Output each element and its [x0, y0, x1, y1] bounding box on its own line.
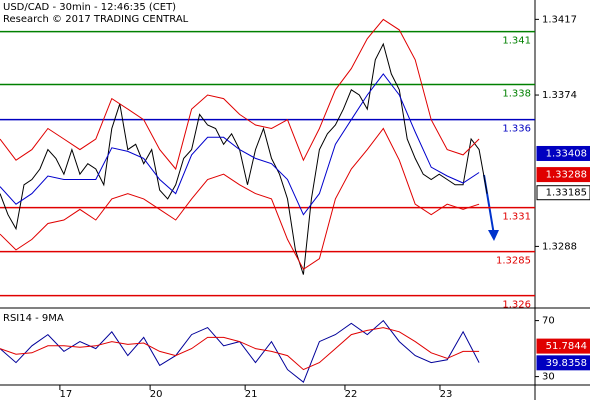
series-line: [0, 127, 480, 271]
price-marker-label: 1.33185: [546, 188, 587, 199]
y-tick-label: 1.3374: [542, 90, 577, 101]
price-marker-label: 51.7844: [546, 341, 587, 352]
price-marker-label: 1.33408: [546, 148, 587, 159]
x-tick-label: 20: [150, 389, 163, 400]
price-marker-label: 1.33288: [546, 170, 587, 181]
y-tick-label: 30: [542, 372, 555, 383]
level-label: 1.336: [502, 124, 531, 135]
y-tick-label: 1.3288: [542, 241, 577, 252]
x-tick-label: 22: [345, 389, 358, 400]
price-marker: [536, 355, 590, 371]
y-tick-label: 70: [542, 316, 555, 327]
panel-title: RSI14 - 9MA: [3, 313, 64, 324]
arrow-head: [488, 230, 499, 241]
level-label: 1.331: [502, 212, 531, 223]
level-label: 1.338: [502, 88, 531, 99]
price-marker: [536, 145, 590, 161]
chart-title: USD/CAD - 30min - 12:46:35 (CET): [3, 2, 176, 13]
level-label: 1.341: [502, 36, 531, 47]
series-line: [0, 42, 488, 275]
x-tick-label: 23: [440, 389, 453, 400]
series-line: [0, 73, 480, 216]
chart-subtitle: Research © 2017 TRADING CENTRAL: [3, 14, 189, 25]
level-label: 1.326: [502, 300, 531, 311]
price-marker: [536, 167, 590, 183]
price-marker: [536, 185, 590, 201]
price-marker: [536, 338, 590, 354]
x-tick-label: 17: [60, 389, 73, 400]
y-tick-label: 1.3417: [542, 14, 577, 25]
level-label: 1.3285: [496, 256, 531, 267]
series-line: [0, 327, 480, 371]
series-line: [0, 18, 480, 171]
x-tick-label: 21: [245, 389, 258, 400]
price-marker-label: 39.8358: [546, 358, 587, 369]
